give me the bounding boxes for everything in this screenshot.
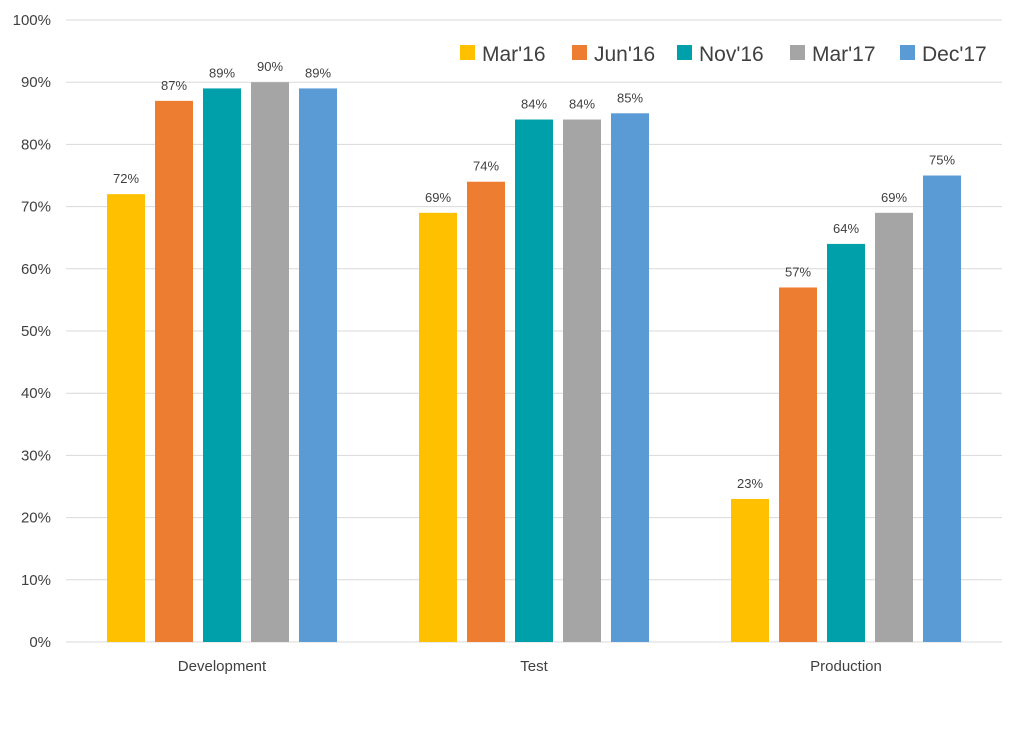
data-label: 89% <box>305 65 331 80</box>
y-tick-label: 10% <box>21 572 51 589</box>
data-label: 72% <box>113 171 139 186</box>
legend-swatch <box>677 45 692 60</box>
y-tick-label: 60% <box>21 261 51 278</box>
bar <box>467 181 505 642</box>
bar <box>875 212 913 642</box>
y-tick-label: 20% <box>21 510 51 527</box>
data-label: 84% <box>569 97 595 112</box>
bar <box>203 88 241 643</box>
y-tick-label: 40% <box>21 385 51 402</box>
bar <box>827 243 865 643</box>
bars <box>107 82 961 643</box>
bar <box>299 88 337 643</box>
bar <box>107 194 145 642</box>
y-axis-ticks: 0% 10% 20% 30% 40% 50% 60% 70% 80% 90% 100% <box>13 12 51 651</box>
category-label: Development <box>178 658 267 675</box>
data-label: 69% <box>425 190 451 205</box>
y-tick-label: 70% <box>21 199 51 216</box>
data-label: 87% <box>161 78 187 93</box>
legend-swatch <box>572 45 587 60</box>
data-label: 84% <box>521 97 547 112</box>
bar <box>515 119 553 642</box>
data-label: 64% <box>833 221 859 236</box>
data-labels: 72% 87% 89% 90% 89% 69% 74% 84% 84% 85% 23% 57% 64% 6… <box>113 59 955 491</box>
legend-swatch <box>790 45 805 60</box>
legend-label: Dec'17 <box>922 43 987 66</box>
bar <box>611 113 649 643</box>
legend-swatch <box>900 45 915 60</box>
legend-label: Mar'17 <box>812 43 876 66</box>
legend-label: Nov'16 <box>699 43 764 66</box>
data-label: 23% <box>737 476 763 491</box>
y-tick-label: 50% <box>21 323 51 340</box>
legend-swatch <box>460 45 475 60</box>
y-tick-label: 0% <box>29 634 51 651</box>
y-tick-label: 90% <box>21 74 51 91</box>
legend-label: Mar'16 <box>482 43 546 66</box>
x-axis-categories: Development Test Production <box>178 658 882 675</box>
data-label: 75% <box>929 153 955 168</box>
bar <box>563 119 601 642</box>
y-tick-label: 30% <box>21 447 51 464</box>
y-tick-label: 100% <box>13 12 51 29</box>
bar <box>155 100 193 643</box>
bar <box>779 287 817 642</box>
data-label: 74% <box>473 159 499 174</box>
data-label: 57% <box>785 264 811 279</box>
category-label: Production <box>810 658 882 675</box>
category-label: Test <box>520 658 548 675</box>
legend-label: Jun'16 <box>594 43 655 66</box>
bar <box>251 82 289 642</box>
data-label: 90% <box>257 59 283 74</box>
y-tick-label: 80% <box>21 136 51 153</box>
data-label: 89% <box>209 65 235 80</box>
data-label: 85% <box>617 90 643 105</box>
legend: Mar'16 Jun'16 Nov'16 Mar'17 Dec'17 <box>460 43 987 66</box>
bar <box>419 212 457 642</box>
bar <box>731 498 769 642</box>
data-label: 69% <box>881 190 907 205</box>
bar <box>923 175 961 642</box>
